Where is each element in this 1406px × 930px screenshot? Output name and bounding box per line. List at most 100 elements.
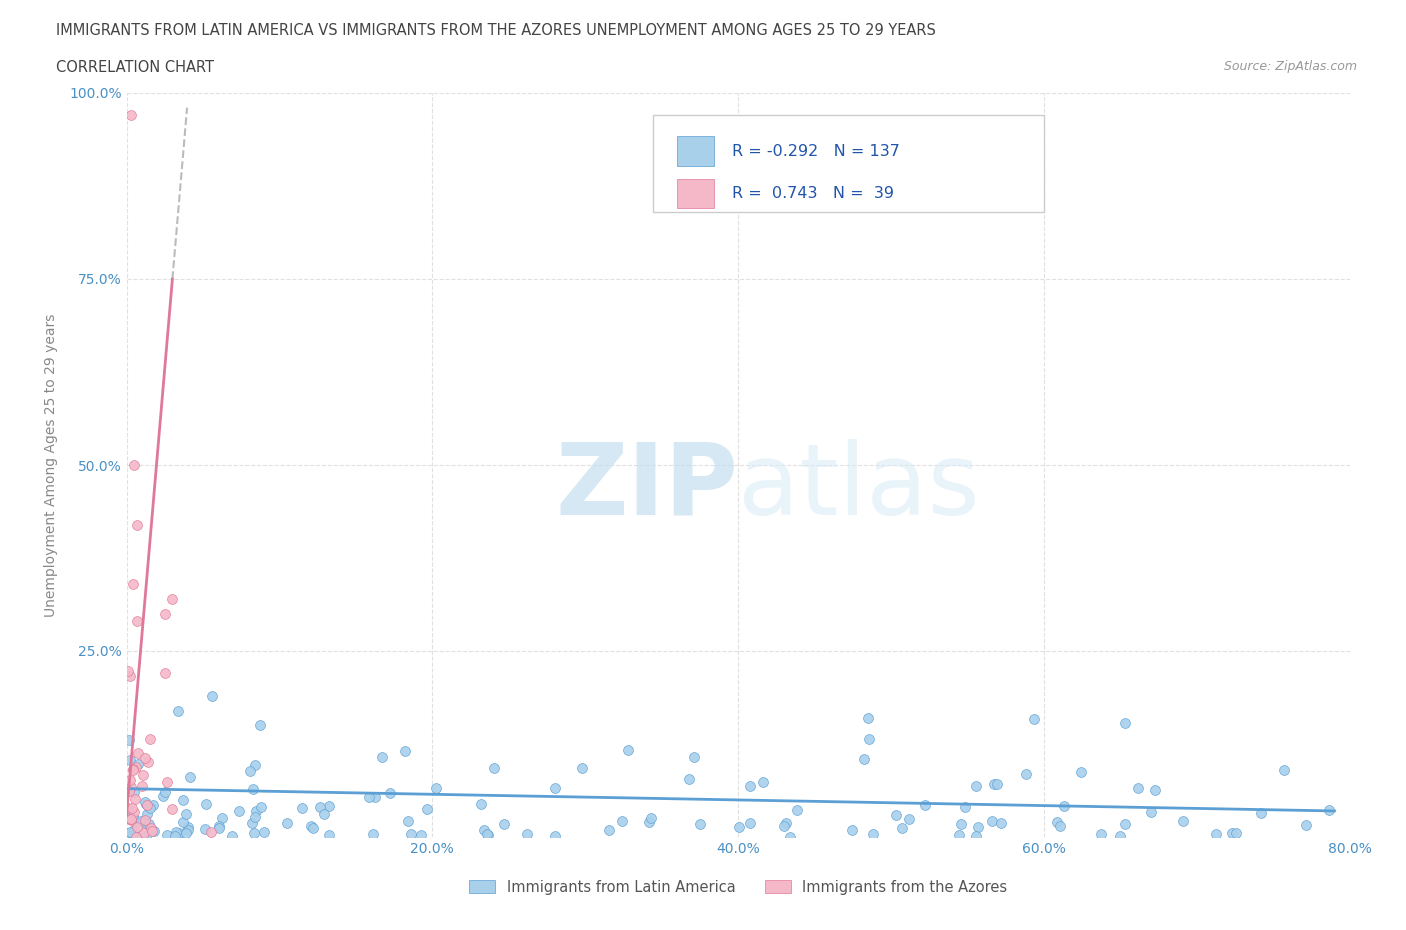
- Point: [1220, 825, 1243, 840]
- Point: [786, 803, 808, 817]
- Point: [201, 688, 224, 703]
- Point: [174, 806, 197, 821]
- Text: atlas: atlas: [738, 439, 980, 536]
- Point: [136, 807, 159, 822]
- Point: [177, 819, 200, 834]
- Point: [122, 458, 145, 472]
- Point: [118, 733, 141, 748]
- Point: [156, 828, 179, 843]
- Point: [312, 806, 335, 821]
- Point: [890, 820, 912, 835]
- Point: [174, 825, 197, 840]
- Point: [250, 800, 273, 815]
- Point: [948, 828, 970, 843]
- Point: [153, 666, 176, 681]
- Point: [121, 763, 143, 777]
- Point: [1053, 798, 1076, 813]
- Point: [638, 815, 661, 830]
- Point: [163, 829, 186, 844]
- Point: [728, 820, 751, 835]
- Point: [228, 804, 250, 818]
- Point: [1046, 814, 1069, 829]
- Point: [131, 778, 153, 793]
- Point: [165, 825, 187, 840]
- Point: [120, 812, 142, 827]
- Point: [120, 812, 142, 827]
- Point: [616, 742, 638, 757]
- Point: [135, 797, 157, 812]
- Point: [1024, 711, 1046, 726]
- Point: [986, 777, 1008, 791]
- Point: [120, 779, 142, 794]
- Point: [194, 822, 217, 837]
- Point: [598, 823, 620, 838]
- Point: [124, 812, 146, 827]
- Point: [380, 785, 402, 800]
- Point: [779, 830, 801, 844]
- Text: Source: ZipAtlas.com: Source: ZipAtlas.com: [1223, 60, 1357, 73]
- Point: [1225, 825, 1247, 840]
- Point: [179, 770, 201, 785]
- Point: [990, 816, 1012, 830]
- Point: [125, 614, 148, 629]
- Point: [965, 829, 987, 844]
- Point: [1070, 764, 1092, 779]
- Point: [135, 797, 157, 812]
- Text: R = -0.292   N = 137: R = -0.292 N = 137: [733, 143, 900, 158]
- Point: [142, 823, 165, 838]
- Point: [318, 827, 340, 842]
- Point: [1250, 805, 1272, 820]
- Point: [773, 818, 796, 833]
- Point: [127, 756, 149, 771]
- Point: [253, 824, 276, 839]
- Point: [856, 711, 879, 725]
- Point: [302, 820, 325, 835]
- Text: CORRELATION CHART: CORRELATION CHART: [56, 60, 214, 75]
- Point: [640, 811, 662, 826]
- Point: [177, 822, 200, 837]
- Point: [166, 703, 188, 718]
- Point: [152, 789, 174, 804]
- Point: [1205, 827, 1227, 842]
- Point: [544, 829, 567, 844]
- Point: [118, 824, 141, 839]
- Point: [121, 801, 143, 816]
- Point: [208, 820, 231, 835]
- Point: [142, 798, 165, 813]
- Point: [135, 829, 157, 844]
- Point: [544, 780, 567, 795]
- Point: [318, 798, 340, 813]
- Point: [125, 819, 148, 834]
- Point: [172, 815, 194, 830]
- Point: [118, 783, 141, 798]
- Point: [115, 806, 138, 821]
- Point: [120, 668, 142, 683]
- Point: [138, 817, 160, 831]
- Point: [678, 772, 700, 787]
- Point: [129, 814, 152, 829]
- Point: [122, 577, 145, 591]
- Point: [1114, 715, 1136, 730]
- Point: [122, 823, 145, 838]
- Point: [853, 751, 876, 766]
- Point: [249, 718, 271, 733]
- Point: [862, 827, 884, 842]
- Point: [301, 819, 323, 834]
- Point: [416, 801, 439, 816]
- Point: [162, 591, 184, 606]
- Point: [740, 816, 762, 830]
- Point: [1295, 817, 1317, 832]
- Point: [475, 826, 498, 841]
- Point: [470, 796, 492, 811]
- Point: [208, 819, 231, 834]
- Point: [516, 827, 538, 842]
- Point: [117, 801, 139, 816]
- Point: [363, 790, 385, 804]
- Point: [361, 827, 384, 842]
- Point: [139, 801, 162, 816]
- Point: [290, 801, 312, 816]
- Point: [983, 777, 1005, 791]
- Point: [134, 795, 156, 810]
- Point: [194, 797, 217, 812]
- Point: [243, 758, 266, 773]
